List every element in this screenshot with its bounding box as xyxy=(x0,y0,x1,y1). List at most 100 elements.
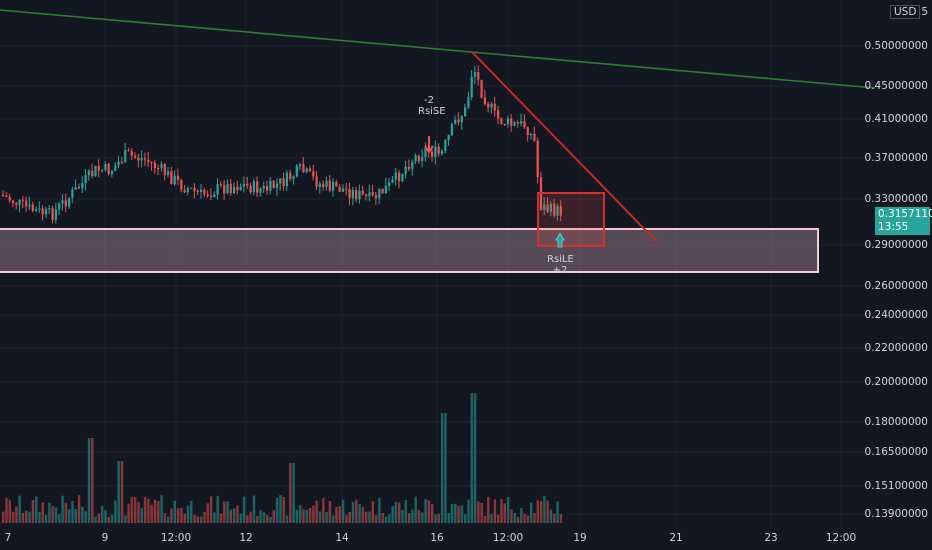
candle-body xyxy=(424,148,427,158)
candle-body xyxy=(239,186,242,191)
volume-bar xyxy=(325,512,328,523)
volume-bar xyxy=(170,508,173,523)
candle-body xyxy=(84,175,87,184)
candle-body xyxy=(454,119,457,124)
candle-body xyxy=(328,180,331,191)
candle-body xyxy=(157,167,160,169)
volume-bars xyxy=(2,393,563,523)
volume-bar xyxy=(44,515,48,523)
candle-body xyxy=(411,161,414,170)
candle-body xyxy=(275,183,279,188)
volume-bar xyxy=(308,507,312,523)
candle-body xyxy=(107,163,110,175)
volume-bar xyxy=(371,501,374,523)
candle-body xyxy=(74,187,77,190)
price-tick: 0.41000000 xyxy=(864,113,928,125)
volume-bar xyxy=(539,500,543,523)
candle-body xyxy=(483,97,486,104)
candle-body xyxy=(503,123,506,125)
volume-bar xyxy=(275,497,279,523)
price-chart[interactable] xyxy=(0,0,876,528)
volume-bar xyxy=(213,512,216,523)
volume-bar xyxy=(203,511,206,523)
volume-bar xyxy=(417,510,421,523)
candle-body xyxy=(223,184,226,194)
entry-box[interactable] xyxy=(537,192,605,247)
volume-bar xyxy=(536,500,539,523)
candle-body xyxy=(332,181,335,191)
candle-body xyxy=(203,189,206,195)
candle-body xyxy=(180,179,183,190)
price-axis[interactable]: 0.5 0.50000000 0.45000000 0.41000000 0.3… xyxy=(865,0,932,528)
volume-bar xyxy=(447,513,450,523)
time-tick: 12:00 xyxy=(160,532,192,544)
support-zone[interactable] xyxy=(0,228,819,273)
short-trendline[interactable] xyxy=(471,51,658,243)
candle-body xyxy=(31,204,34,212)
candle-body xyxy=(315,176,318,188)
volume-bar xyxy=(391,506,394,523)
volume-bar xyxy=(246,515,249,523)
volume-bar xyxy=(272,510,275,523)
candle-body xyxy=(242,183,246,187)
candle-body xyxy=(94,165,97,177)
volume-bar xyxy=(549,509,553,523)
candle-body xyxy=(229,183,232,194)
candle-body xyxy=(549,203,552,212)
candle-body xyxy=(305,168,308,173)
candle-body xyxy=(470,76,473,98)
volume-bar xyxy=(289,463,292,523)
volume-bar xyxy=(358,504,361,523)
volume-bar xyxy=(401,509,404,523)
candle-body xyxy=(167,171,170,175)
volume-bar xyxy=(48,502,51,523)
volume-bar xyxy=(163,513,167,523)
candle-body xyxy=(407,166,411,170)
candle-body xyxy=(490,103,493,108)
candle-body xyxy=(374,195,378,199)
volume-bar xyxy=(279,495,282,523)
volume-bar xyxy=(219,513,223,523)
current-price-value: 0.31571108 xyxy=(878,208,932,220)
volume-bar xyxy=(553,513,556,523)
volume-bar xyxy=(302,509,305,523)
time-tick: 14 xyxy=(335,532,349,544)
volume-bar xyxy=(315,500,318,523)
volume-bar xyxy=(533,512,536,523)
candle-body xyxy=(348,189,351,198)
candle-body xyxy=(351,189,354,198)
candle-body xyxy=(213,194,216,197)
volume-bar xyxy=(183,513,186,523)
candle-body xyxy=(497,110,500,119)
volume-bar xyxy=(74,509,77,523)
candle-body xyxy=(114,165,117,171)
candle-body xyxy=(81,183,84,189)
time-axis[interactable]: 7 9 12:00 12 14 16 12:00 19 21 23 12:00 xyxy=(0,528,875,550)
price-tick: 0.26000000 xyxy=(864,280,928,292)
candle-body xyxy=(394,172,397,180)
volume-bar xyxy=(457,505,460,523)
volume-bar xyxy=(8,499,11,523)
candle-body xyxy=(487,103,490,108)
candle-body xyxy=(285,172,288,187)
sell-signal-name: RsiSE xyxy=(418,106,446,117)
chart-area[interactable]: -2 RsiSE RsiLE +2 xyxy=(0,0,876,528)
volume-bar xyxy=(104,510,107,523)
candle-body xyxy=(378,188,381,199)
currency-badge[interactable]: USD xyxy=(890,5,921,19)
long-trendline[interactable] xyxy=(0,9,876,89)
candle-body xyxy=(252,181,255,193)
candle-body xyxy=(464,107,467,117)
candle-body xyxy=(143,158,147,160)
volume-bar xyxy=(497,514,500,523)
candle-body xyxy=(553,203,556,216)
volume-bar xyxy=(137,502,140,523)
volume-bar xyxy=(229,509,233,523)
candle-body xyxy=(206,194,209,196)
candle-body xyxy=(520,121,523,124)
volume-bar xyxy=(209,496,213,523)
volume-bar xyxy=(368,511,371,523)
sell-signal-label: -2 RsiSE xyxy=(418,95,446,117)
candle-body xyxy=(163,164,166,175)
volume-bar xyxy=(431,503,434,523)
